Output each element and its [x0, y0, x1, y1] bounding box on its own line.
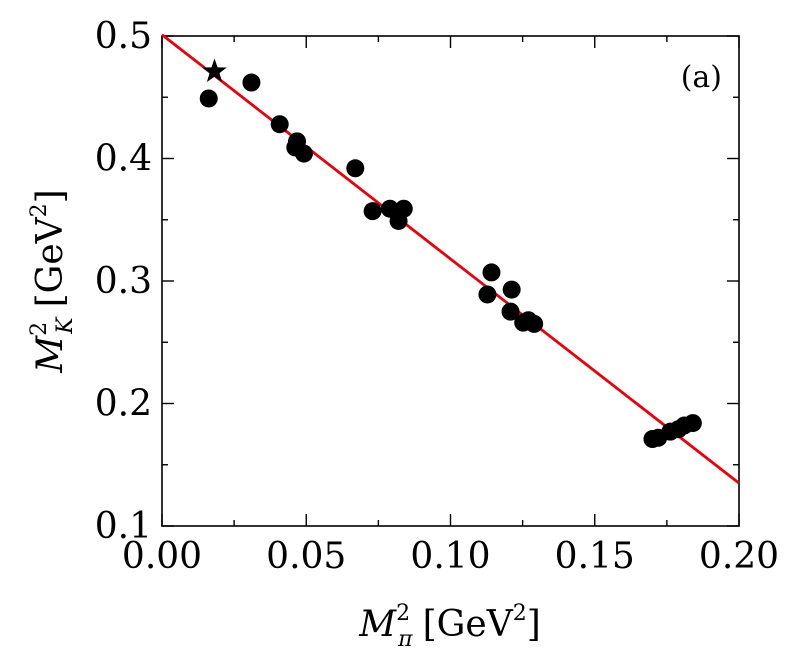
- x-axis-label-unit-close: ]: [527, 604, 541, 645]
- y-tick-label: 0.1: [95, 506, 152, 547]
- data-point: [683, 414, 702, 433]
- y-tick-label: 0.4: [95, 139, 152, 180]
- data-point: [199, 89, 218, 108]
- x-tick-label: 0.05: [266, 536, 346, 577]
- data-point: [501, 302, 520, 321]
- x-tick-label: 0.00: [122, 536, 202, 577]
- x-axis-label-sup: 2: [396, 601, 410, 626]
- y-axis-label-sup: 2: [27, 322, 52, 336]
- y-tick-label: 0.3: [95, 261, 152, 302]
- x-axis-label-sub: π: [397, 627, 413, 652]
- data-point: [478, 285, 497, 304]
- x-axis-label: M2 π [GeV2]: [358, 601, 541, 652]
- data-point: [346, 159, 365, 178]
- fit-line-layer: [161, 33, 740, 485]
- y-axis-label: M2K[GeV2]: [27, 189, 78, 373]
- fit-line: [161, 33, 740, 485]
- y-axis-label-unit-open: [GeV: [30, 216, 71, 307]
- y-axis-label-sub: K: [53, 316, 78, 335]
- x-tick-label: 0.15: [555, 536, 635, 577]
- y-axis-label-unit-close: ]: [30, 189, 71, 203]
- data-point: [525, 314, 544, 333]
- data-point: [502, 280, 521, 299]
- y-axis-label-unit-sup: 2: [27, 203, 52, 217]
- x-tick-label: 0.20: [699, 536, 779, 577]
- star-point: [202, 58, 227, 83]
- ticks: 0.00 0.05 0.10 0.15 0.20 0.1 0.2 0.3 0.4 0.5: [95, 16, 779, 577]
- points-layer: [199, 58, 702, 449]
- data-point: [294, 144, 313, 163]
- data-point: [242, 73, 261, 92]
- data-point: [270, 115, 289, 134]
- x-axis-label-unit-open: [GeV: [423, 604, 514, 645]
- panel-label: (a): [681, 60, 722, 95]
- data-point: [394, 199, 413, 218]
- y-tick-label: 0.2: [95, 384, 152, 425]
- x-axis-label-symbol: M: [358, 604, 397, 645]
- plot-frame: [161, 35, 740, 527]
- y-tick-label: 0.5: [95, 16, 152, 57]
- x-axis-label-unit-sup: 2: [513, 601, 527, 626]
- data-point: [482, 263, 501, 282]
- data-point: [363, 202, 382, 221]
- x-tick-label: 0.10: [410, 536, 490, 577]
- y-axis-label-symbol: M: [30, 335, 71, 374]
